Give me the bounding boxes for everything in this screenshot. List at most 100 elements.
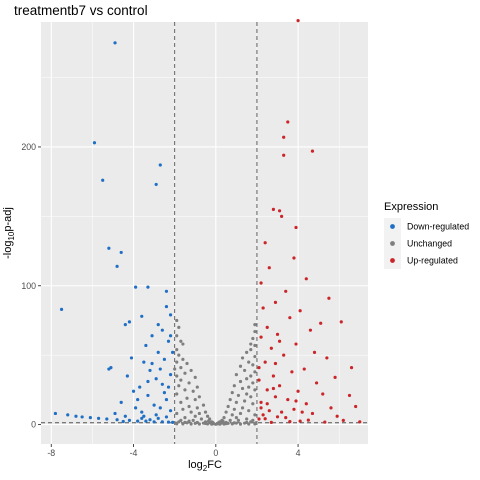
data-point (136, 419, 140, 423)
data-point (158, 163, 162, 167)
data-point (217, 420, 221, 424)
legend: Expression Down-regulated Unchanged Up-reg… (384, 201, 469, 269)
data-point (230, 422, 234, 426)
data-point (134, 406, 138, 410)
data-point (222, 416, 226, 420)
data-point (162, 391, 166, 395)
data-point (298, 419, 302, 423)
data-point (179, 339, 183, 343)
data-point (160, 328, 164, 332)
data-point (230, 413, 234, 417)
data-point (306, 418, 310, 422)
data-point (185, 361, 189, 366)
data-point (207, 419, 211, 423)
data-point (347, 393, 352, 398)
data-point (230, 391, 234, 395)
data-point (181, 342, 185, 346)
data-point (123, 323, 127, 327)
data-point (150, 361, 154, 366)
data-point (129, 356, 134, 360)
data-point (168, 372, 173, 377)
data-point (197, 411, 201, 416)
data-point (253, 413, 257, 417)
x-tick-label: 4 (296, 448, 301, 458)
data-point (253, 370, 257, 374)
data-point (164, 415, 169, 419)
data-point (251, 336, 255, 341)
legend-title: Expression (384, 201, 438, 213)
data-point (175, 411, 179, 416)
data-point (166, 385, 171, 389)
data-point (253, 343, 257, 348)
data-point (257, 417, 261, 421)
data-point (177, 353, 181, 357)
legend-label: Down-regulated (407, 222, 469, 232)
data-point (228, 397, 232, 402)
series-down-regulated (53, 41, 175, 424)
data-point (261, 306, 265, 310)
data-point (96, 416, 101, 420)
data-point (234, 421, 238, 425)
data-point (53, 411, 57, 416)
data-point (181, 407, 185, 411)
x-axis-label: log2FC (188, 459, 222, 473)
x-tick-label: -4 (130, 448, 138, 458)
data-point (113, 411, 117, 416)
data-point (310, 149, 315, 153)
data-point (193, 421, 197, 425)
data-point (288, 316, 292, 320)
data-point (284, 416, 288, 420)
data-point (257, 366, 261, 370)
data-point (354, 404, 358, 409)
data-points (53, 19, 362, 426)
data-point (127, 320, 132, 324)
data-point (174, 421, 178, 425)
data-point (189, 410, 193, 414)
legend-label: Unchanged (407, 239, 452, 249)
data-point (146, 393, 150, 398)
data-point (240, 406, 245, 410)
data-point (267, 266, 271, 270)
data-point (80, 415, 84, 419)
data-point (125, 374, 129, 378)
data-point (323, 420, 327, 424)
legend-entries: Down-regulated Unchanged Up-regulated (384, 218, 469, 269)
data-point (247, 385, 251, 389)
data-point (156, 350, 160, 354)
data-point (329, 406, 333, 410)
data-point (319, 321, 323, 325)
data-point (282, 153, 286, 157)
data-point (310, 411, 315, 416)
data-point (349, 366, 354, 370)
data-point (282, 135, 286, 139)
data-point (164, 289, 169, 293)
data-point (265, 388, 269, 392)
data-point (277, 209, 282, 213)
data-point (249, 342, 253, 346)
data-point (195, 385, 199, 389)
data-point (166, 339, 171, 343)
data-point (148, 368, 152, 373)
data-point (251, 363, 255, 367)
data-point (74, 414, 78, 418)
data-point (154, 377, 158, 381)
data-point (119, 250, 123, 255)
data-point (187, 381, 191, 385)
data-point (240, 356, 245, 360)
data-point (292, 407, 296, 411)
data-point (119, 400, 123, 404)
data-point (146, 379, 150, 384)
data-point (280, 214, 284, 218)
data-point (162, 357, 166, 361)
data-point (191, 418, 195, 423)
data-point (271, 207, 275, 212)
data-point (214, 422, 218, 426)
data-point (224, 421, 228, 426)
data-point (277, 384, 282, 388)
data-point (294, 342, 298, 346)
data-point (300, 410, 304, 414)
data-point (140, 410, 144, 414)
data-point (273, 300, 278, 305)
x-tick-label: 0 (213, 448, 218, 458)
data-point (312, 350, 317, 354)
